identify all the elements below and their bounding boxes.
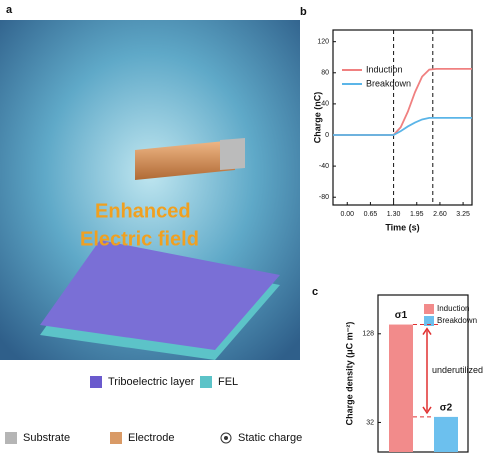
- tribo-layer: [40, 240, 280, 350]
- bar-annotation: σ2: [440, 403, 453, 414]
- legend-swatch: [224, 436, 228, 440]
- y-tick-label: 128: [362, 331, 374, 338]
- x-tick-label: 1.95: [410, 211, 424, 218]
- x-tick-label: 0.65: [364, 211, 378, 218]
- legend-label: Induction: [366, 64, 403, 74]
- bar: [434, 416, 458, 452]
- legend-swatch: [5, 432, 17, 444]
- legend-label: Triboelectric layer: [108, 376, 195, 388]
- x-axis-label: Time (s): [385, 222, 419, 232]
- y-tick-label: 80: [321, 70, 329, 77]
- legend-label: FEL: [218, 376, 238, 388]
- legend-label: Breakdown: [366, 78, 411, 88]
- legend-label: Substrate: [23, 432, 70, 444]
- substrate: [220, 138, 245, 170]
- legend-label: Induction: [437, 304, 469, 313]
- legend-label: Static charge: [238, 432, 302, 444]
- annotation: underutilized: [432, 365, 483, 375]
- bar-annotation: σ1: [395, 310, 408, 321]
- plot-frame: [377, 294, 469, 453]
- legend-label: Electrode: [128, 432, 174, 444]
- x-tick-label: 1.30: [387, 211, 401, 218]
- legend-swatch: [424, 316, 434, 326]
- panel-label: a: [6, 4, 13, 16]
- y-tick-label: 40: [321, 101, 329, 108]
- y-tick-label: 32: [366, 419, 374, 426]
- y-tick-label: -40: [319, 163, 329, 170]
- electrode: [135, 140, 235, 180]
- y-axis-label: Charge density (μC m⁻²): [344, 322, 354, 426]
- line: [333, 116, 472, 136]
- legend-swatch: [200, 376, 212, 388]
- legend-swatch: [424, 304, 434, 314]
- y-tick-label: 0: [325, 132, 329, 139]
- legend-swatch: [110, 432, 122, 444]
- y-tick-label: 120: [317, 39, 329, 46]
- legend-swatch: [90, 376, 102, 388]
- arrow-head: [422, 327, 432, 415]
- bar: [389, 324, 413, 452]
- y-axis-label: Charge (nC): [312, 92, 322, 144]
- headline: Electric field: [80, 228, 199, 250]
- y-tick-label: -80: [319, 194, 329, 201]
- legend-label: Breakdown: [437, 316, 477, 325]
- x-tick-label: 0.00: [340, 211, 354, 218]
- x-tick-label: 3.25: [456, 211, 470, 218]
- panel-label: c: [312, 286, 318, 298]
- x-tick-label: 2.60: [433, 211, 447, 218]
- headline: Enhanced: [95, 200, 191, 222]
- panel-label: b: [300, 6, 307, 18]
